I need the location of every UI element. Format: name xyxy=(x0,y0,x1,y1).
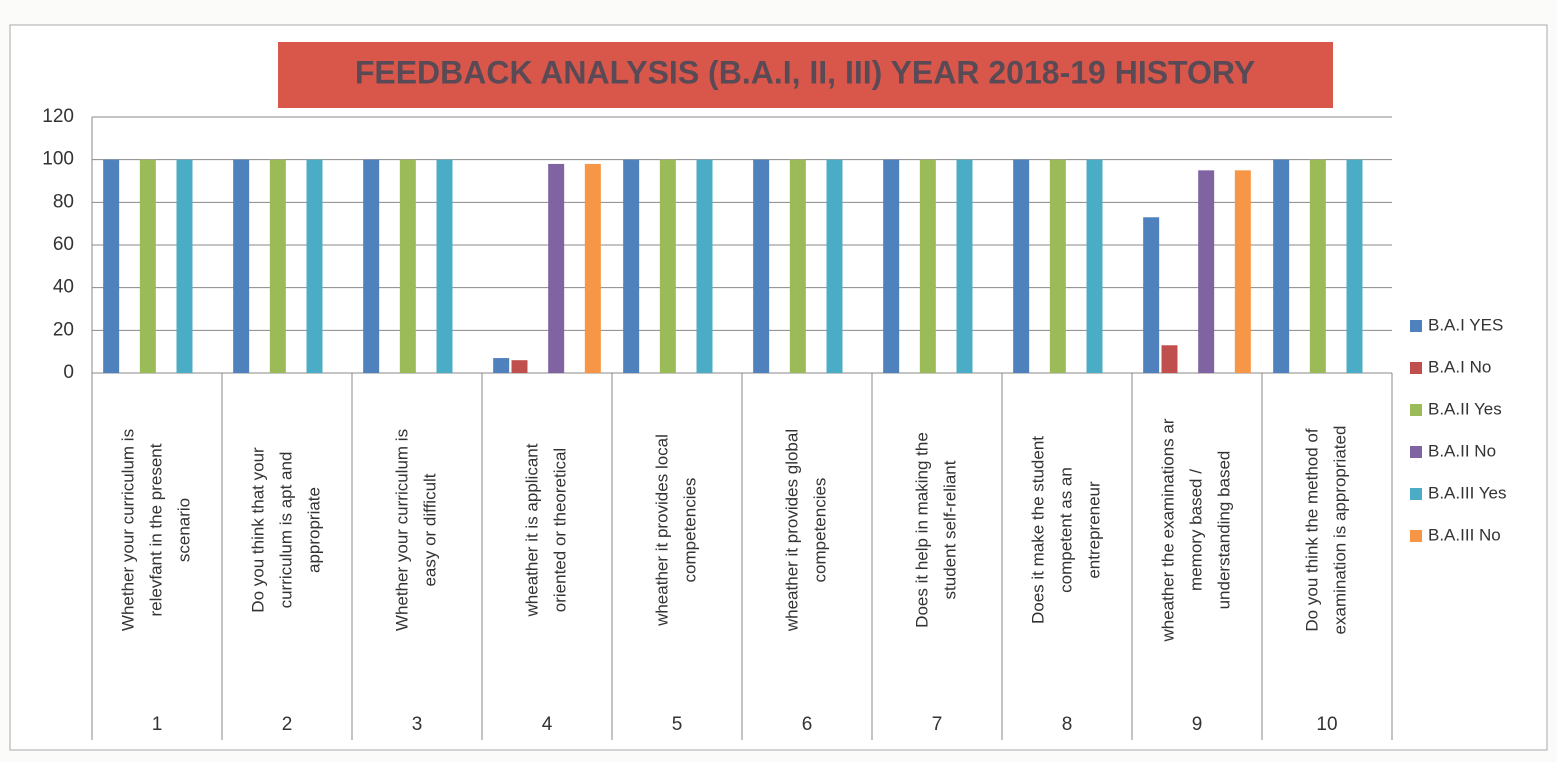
y-tick-label: 100 xyxy=(42,149,74,170)
bar xyxy=(696,159,713,373)
x-tick-label: appropriate xyxy=(304,487,323,573)
category-number: 10 xyxy=(1316,714,1337,735)
bar xyxy=(659,159,676,373)
legend-swatch xyxy=(1410,320,1422,332)
chart-frame xyxy=(9,24,1548,751)
chart-title: FEEDBACK ANALYSIS (B.A.I, II, III) YEAR … xyxy=(355,54,1255,90)
legend-label: B.A.I No xyxy=(1428,357,1491,376)
x-tick-label: wheather it provides global xyxy=(782,429,801,632)
category-number: 3 xyxy=(412,714,423,735)
bar xyxy=(584,163,601,373)
x-tick-label: understanding based xyxy=(1214,451,1233,610)
legend-swatch xyxy=(1410,488,1422,500)
bar xyxy=(1273,159,1290,373)
bar xyxy=(1143,217,1160,373)
x-tick-label: scenario xyxy=(174,498,193,562)
bar xyxy=(1346,159,1363,373)
x-tick-label: wheather the examinations ar xyxy=(1158,418,1177,642)
title-box xyxy=(278,42,1333,108)
category-number: 1 xyxy=(152,714,163,735)
legend-swatch xyxy=(1410,446,1422,458)
x-tick-label: Does it help in making the xyxy=(912,432,931,628)
legend-label: B.A.I YES xyxy=(1428,315,1503,334)
bar xyxy=(789,159,806,373)
bar xyxy=(548,163,565,373)
bar xyxy=(919,159,936,373)
bar xyxy=(436,159,453,373)
x-tick-label: competencies xyxy=(810,478,829,583)
bar xyxy=(493,358,510,373)
category-number: 7 xyxy=(932,714,943,735)
bar xyxy=(233,159,250,373)
bar xyxy=(1049,159,1066,373)
bar xyxy=(139,159,156,373)
category-number: 9 xyxy=(1192,714,1203,735)
category-number: 4 xyxy=(542,714,553,735)
x-tick-label: examination is appropriated xyxy=(1330,426,1349,635)
x-tick-label: entrepreneur xyxy=(1084,481,1103,579)
legend-swatch xyxy=(1410,362,1422,374)
legend-label: B.A.III No xyxy=(1428,525,1501,544)
bar xyxy=(623,159,640,373)
x-tick-label: Whether your curriculum is xyxy=(118,429,137,631)
x-tick-label: curriculum is apt and xyxy=(276,452,295,609)
x-tick-label: wheather it is applicant xyxy=(522,443,541,617)
bar xyxy=(1234,170,1251,373)
bar xyxy=(1309,159,1326,373)
bar xyxy=(1161,345,1178,373)
x-tick-label: Does it make the student xyxy=(1028,436,1047,624)
bar xyxy=(511,360,528,373)
bar xyxy=(176,159,193,373)
x-tick-label: relevfant in the present xyxy=(146,443,165,616)
bar xyxy=(753,159,770,373)
bar xyxy=(306,159,323,373)
y-tick-label: 0 xyxy=(63,362,74,383)
x-tick-label: memory based / xyxy=(1186,469,1205,591)
y-tick-label: 40 xyxy=(53,277,74,298)
x-tick-label: easy or difficult xyxy=(420,473,439,586)
bar xyxy=(1013,159,1030,373)
x-tick-label: competent as an xyxy=(1056,467,1075,593)
legend-label: B.A.III Yes xyxy=(1428,483,1506,502)
y-tick-label: 60 xyxy=(53,234,74,255)
bar xyxy=(103,159,120,373)
bar xyxy=(269,159,286,373)
legend-swatch xyxy=(1410,530,1422,542)
category-number: 6 xyxy=(802,714,813,735)
legend-swatch xyxy=(1410,404,1422,416)
y-tick-label: 80 xyxy=(53,191,74,212)
x-tick-label: Do you think the method of xyxy=(1302,428,1321,631)
y-tick-label: 120 xyxy=(42,106,74,127)
legend-label: B.A.II Yes xyxy=(1428,399,1502,418)
bar xyxy=(1086,159,1103,373)
bar xyxy=(1198,170,1215,373)
bar xyxy=(363,159,380,373)
y-tick-label: 20 xyxy=(53,319,74,340)
bar xyxy=(826,159,843,373)
x-tick-label: competencies xyxy=(680,478,699,583)
category-number: 5 xyxy=(672,714,683,735)
category-number: 2 xyxy=(282,714,293,735)
category-number: 8 xyxy=(1062,714,1073,735)
bar xyxy=(956,159,973,373)
x-tick-label: wheather it provides local xyxy=(652,434,671,627)
legend-label: B.A.II No xyxy=(1428,441,1496,460)
x-tick-label: student self-reliant xyxy=(940,460,959,599)
bar xyxy=(399,159,416,373)
bar xyxy=(883,159,900,373)
x-tick-label: Whether your curriculum is xyxy=(392,429,411,631)
x-tick-label: Do you think that your xyxy=(248,447,267,613)
x-tick-label: oriented or theoretical xyxy=(550,448,569,612)
